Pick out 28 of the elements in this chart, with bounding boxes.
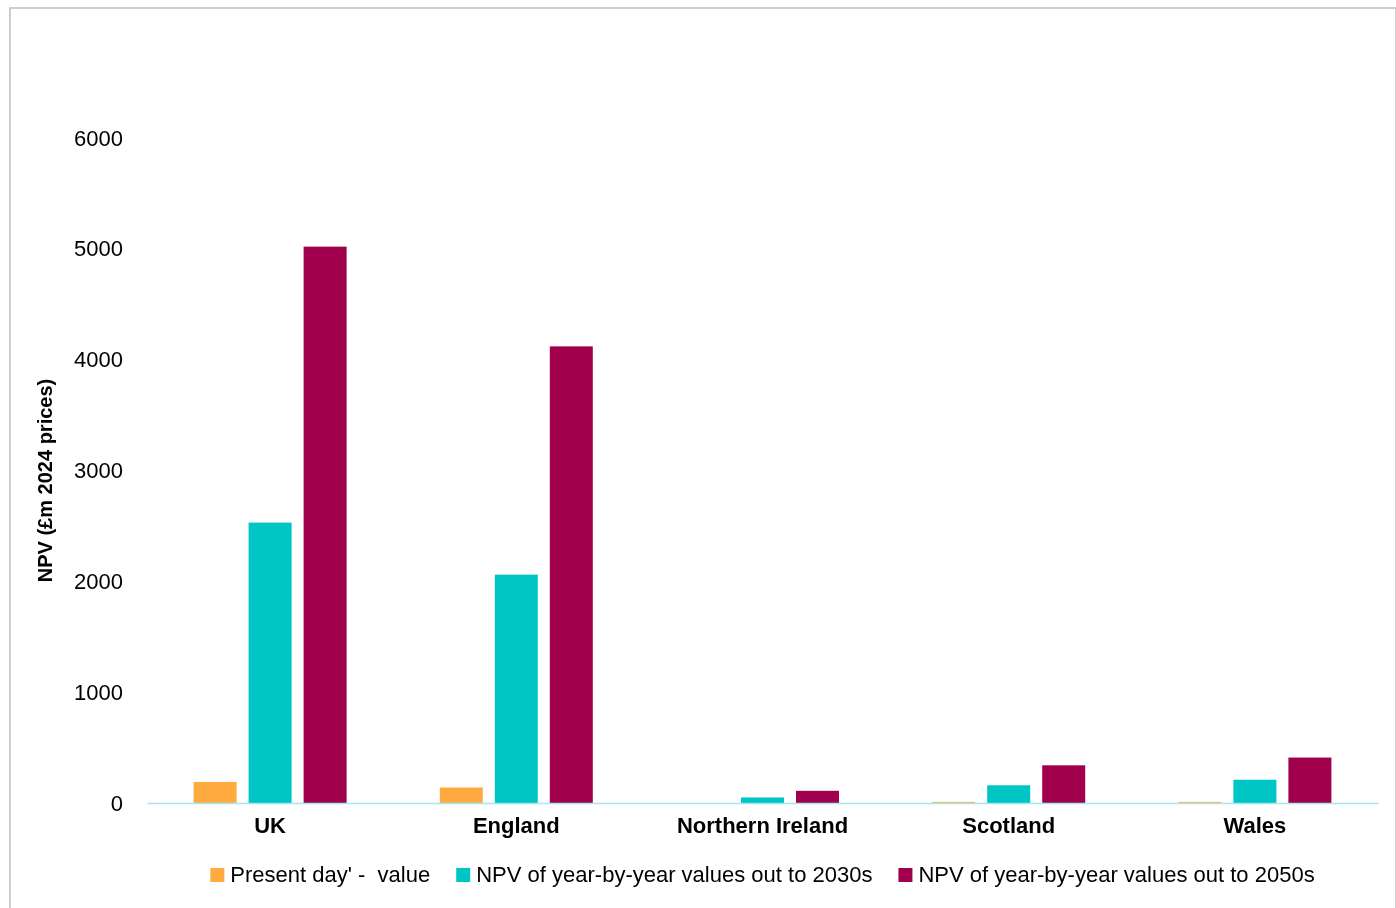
- bar: [741, 797, 784, 803]
- y-tick-label: 6000: [74, 125, 123, 151]
- legend-label: NPV of year-by-year values out to 2050s: [918, 862, 1315, 887]
- x-tick-label: Northern Ireland: [676, 812, 849, 838]
- bar: [439, 787, 483, 803]
- bar: [1233, 779, 1277, 803]
- x-tick-label: Scotland: [962, 812, 1056, 838]
- legend-label: Present day' - value: [230, 862, 431, 887]
- y-tick-label: 2000: [74, 568, 123, 594]
- bar: [987, 785, 1031, 803]
- x-tick-label: England: [472, 812, 560, 838]
- y-tick-label: 1000: [74, 679, 123, 705]
- bar: [494, 574, 538, 803]
- bar: [796, 790, 839, 803]
- y-tick-label: 5000: [74, 236, 123, 262]
- y-tick-label: 3000: [74, 458, 123, 484]
- bar: [1042, 765, 1086, 803]
- bar: [1288, 757, 1332, 803]
- y-tick-label: 0: [110, 790, 123, 816]
- bar: [549, 346, 593, 803]
- x-tick-label: UK: [254, 812, 287, 838]
- x-tick-label: Wales: [1223, 812, 1287, 838]
- bar: [193, 781, 237, 803]
- bar: [303, 246, 347, 803]
- y-axis-title: NPV (£m 2024 prices): [34, 378, 56, 583]
- legend-label: NPV of year-by-year values out to 2030s: [476, 862, 873, 887]
- bar: [248, 522, 292, 803]
- y-tick-label: 4000: [74, 347, 123, 373]
